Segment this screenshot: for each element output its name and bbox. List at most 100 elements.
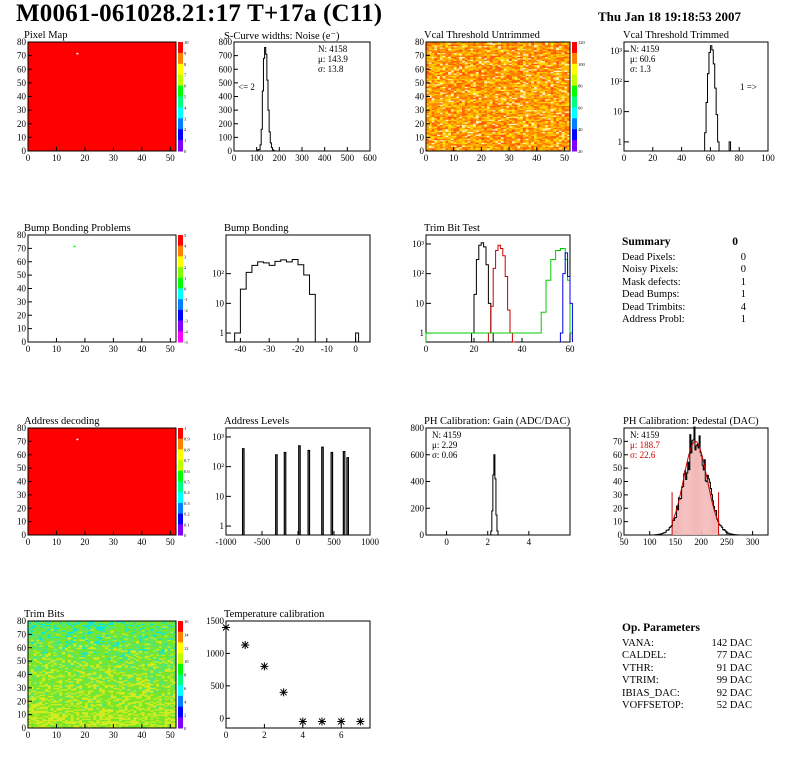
heatmap-cell <box>520 50 524 52</box>
heatmap-cell <box>567 149 571 152</box>
heatmap-cell <box>520 112 524 115</box>
heatmap-cell <box>486 44 490 47</box>
heatmap-cell <box>506 122 510 125</box>
heatmap-cell <box>470 63 474 66</box>
heatmap-cell <box>550 146 554 149</box>
heatmap-cell <box>517 97 521 100</box>
palette-cell <box>178 502 183 515</box>
heatmap-cell <box>561 47 565 50</box>
heatmap-cell <box>503 58 507 61</box>
heatmap-cell <box>567 123 571 126</box>
heatmap-cell <box>170 622 174 624</box>
heatmap-cell <box>439 95 443 97</box>
heatmap-cell <box>448 65 452 67</box>
heatmap-cell <box>553 44 557 47</box>
heatmap-cell <box>517 82 521 85</box>
heatmap-cell <box>564 55 568 58</box>
heatmap-cell <box>542 78 546 81</box>
heatmap-cell <box>547 46 551 48</box>
palette-tick-label: 0.4 <box>184 490 190 495</box>
heatmap-cell <box>522 142 526 145</box>
heatmap-cell <box>473 149 477 152</box>
heatmap-cell <box>470 55 474 58</box>
heatmap-cell <box>525 140 529 142</box>
heatmap-cell <box>511 104 515 107</box>
heatmap-cell <box>426 125 430 127</box>
heatmap-cell <box>522 93 526 96</box>
panel-title-scurve: S-Curve widths: Noise (e⁻) <box>224 31 340 42</box>
y-tick-label: 0 <box>420 146 425 156</box>
heatmap-cell <box>498 48 502 51</box>
heatmap-cell <box>439 137 443 140</box>
heatmap-cell <box>495 131 499 134</box>
heatmap-cell <box>453 95 457 97</box>
palette-tick-label: 4 <box>184 105 187 110</box>
heatmap-cell <box>550 106 554 108</box>
heatmap-cell <box>467 62 471 65</box>
heatmap-cell <box>495 80 499 82</box>
heatmap-cell <box>478 145 482 148</box>
heatmap-cell <box>448 95 452 97</box>
heatmap-cell <box>434 136 438 138</box>
heatmap-cell <box>456 101 460 104</box>
heatmap-cell <box>467 48 471 51</box>
heatmap-cell <box>539 138 543 141</box>
heatmap-cell <box>520 110 524 112</box>
heatmap-cell <box>439 48 443 51</box>
heatmap-cell <box>492 145 496 148</box>
heatmap-cell <box>437 71 441 74</box>
heatmap-cell <box>547 65 551 67</box>
heatmap-cell <box>528 149 532 152</box>
heatmap-cell <box>119 623 123 626</box>
heatmap-cell <box>492 137 496 140</box>
heatmap-cell <box>473 111 477 114</box>
heatmap-cell <box>459 43 463 46</box>
heatmap-cell <box>484 44 488 47</box>
heatmap-cell <box>450 125 454 127</box>
heatmap-cell <box>542 91 546 93</box>
heatmap-cell <box>525 86 529 89</box>
heatmap-cell <box>486 71 490 74</box>
heatmap-cell <box>442 74 446 77</box>
heatmap-cell <box>503 148 507 150</box>
heatmap-cell <box>561 76 565 78</box>
palette-tick-label: 60 <box>578 105 583 110</box>
heatmap-cell <box>528 78 532 81</box>
heatmap-cell <box>478 100 482 103</box>
heatmap-cell <box>522 92 526 95</box>
heatmap-cell <box>495 142 499 145</box>
heatmap-cell <box>511 129 515 131</box>
heatmap-cell <box>509 85 513 88</box>
heatmap-cell <box>539 43 543 46</box>
heatmap-cell <box>520 91 524 93</box>
heatmap-cell <box>528 70 532 73</box>
heatmap-cell <box>453 114 457 116</box>
heatmap-cell <box>500 48 504 51</box>
palette-cell <box>178 63 183 76</box>
heatmap-cell <box>564 48 568 51</box>
heatmap-cell <box>464 133 468 135</box>
heatmap-cell <box>473 142 477 145</box>
heatmap-cell <box>561 70 565 73</box>
heatmap-cell <box>534 82 538 85</box>
heatmap-cell <box>553 74 557 77</box>
heatmap-cell <box>462 101 466 104</box>
heatmap-cell <box>442 61 446 63</box>
heatmap-cell <box>531 43 535 46</box>
heatmap-cell <box>459 81 463 84</box>
heatmap-cell <box>534 138 538 141</box>
heatmap-cell <box>456 89 460 92</box>
heatmap-cell <box>445 129 449 131</box>
heatmap-cell <box>484 141 488 144</box>
heatmap-cell <box>492 88 496 90</box>
heatmap-cell <box>470 66 474 69</box>
heatmap-cell <box>428 43 432 46</box>
heatmap-cell <box>456 88 460 90</box>
heatmap-cell <box>547 80 551 82</box>
heatmap-cell <box>426 123 430 126</box>
heatmap-cell <box>525 101 529 104</box>
heatmap-cell <box>547 81 551 84</box>
heatmap-cell <box>428 127 432 130</box>
heatmap-cell <box>564 52 568 55</box>
heatmap-cell <box>59 622 63 624</box>
